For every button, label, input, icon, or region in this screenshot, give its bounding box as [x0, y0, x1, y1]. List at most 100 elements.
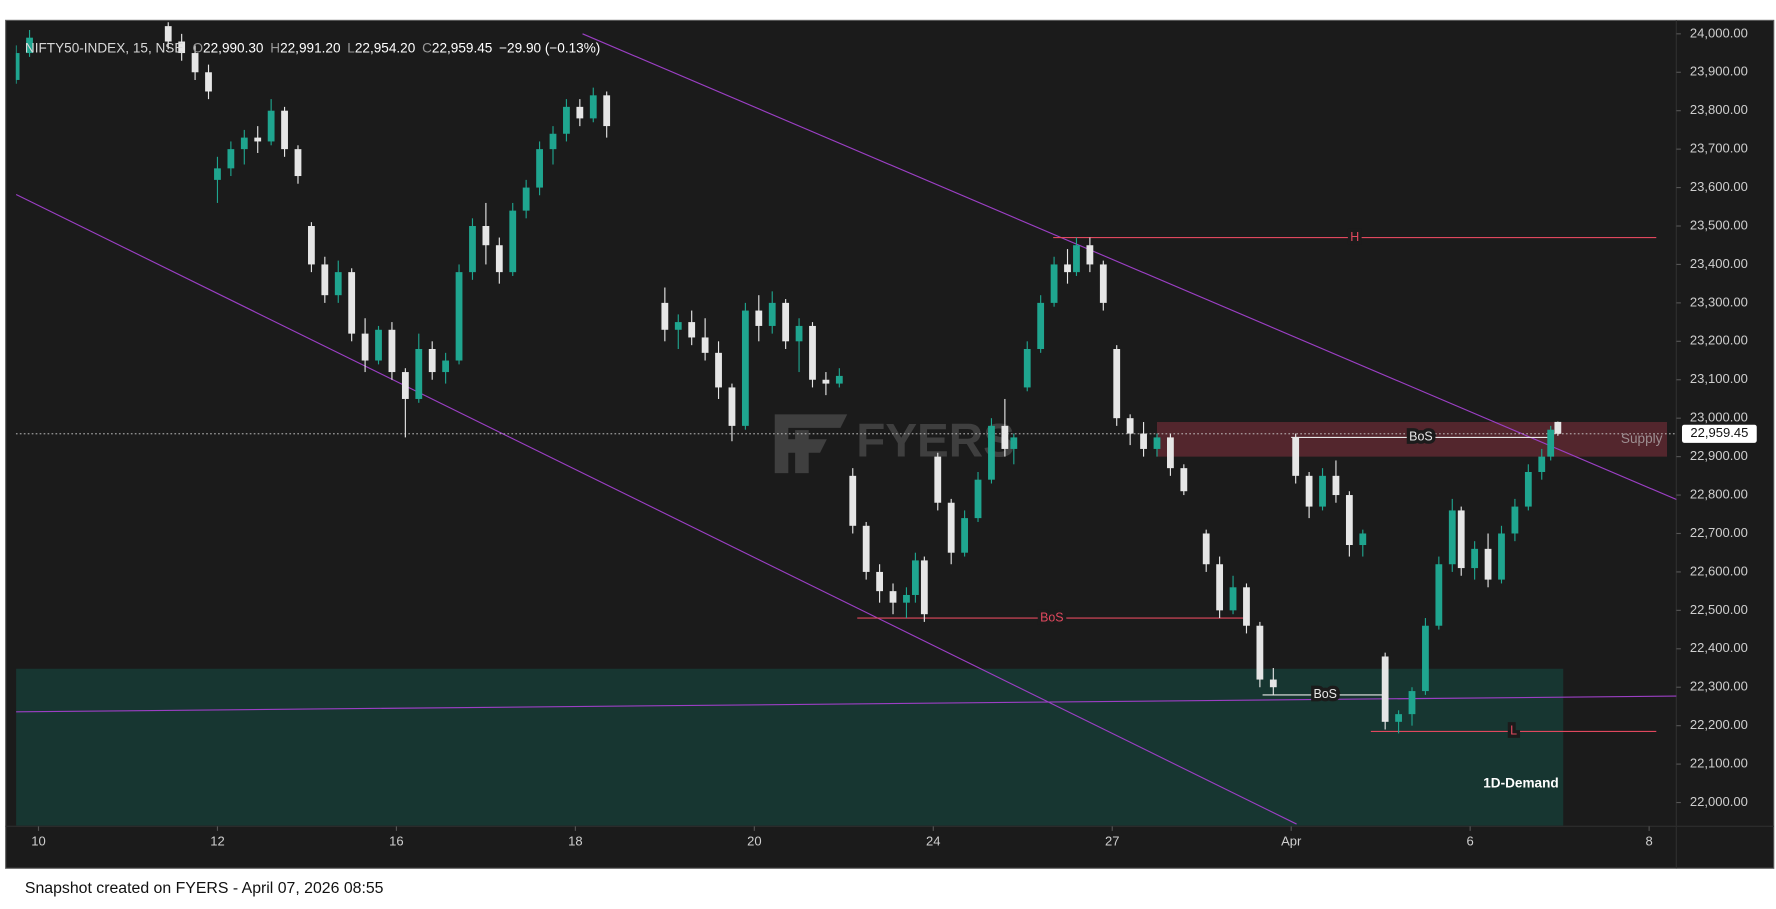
candle-body: [1395, 714, 1402, 722]
x-tick-label: 10: [31, 834, 45, 849]
x-tick-label: 16: [389, 834, 403, 849]
candle-body: [164, 26, 172, 42]
candle-body: [1538, 456, 1546, 472]
candle-body: [576, 106, 584, 119]
candle-body: [1140, 433, 1147, 449]
candle-body: [715, 352, 722, 388]
low-value: 22,954.20: [355, 40, 416, 55]
candle-body: [1269, 679, 1277, 688]
candle-body: [835, 375, 843, 384]
candle-body: [227, 149, 235, 169]
candle-body: [214, 168, 221, 180]
level-label: H: [1350, 230, 1359, 244]
candle-body: [1359, 533, 1367, 546]
candle-body: [876, 571, 883, 592]
x-tick-label: 6: [1467, 834, 1474, 849]
trendline: [16, 695, 1677, 713]
candle-body: [920, 560, 928, 615]
candle-body: [589, 95, 597, 119]
candle-body: [1037, 302, 1045, 349]
candle-body: [1292, 437, 1300, 476]
candle-body: [254, 137, 262, 142]
candle-body: [428, 348, 436, 373]
level-label: BoS: [1409, 430, 1433, 444]
candle-body: [1086, 245, 1094, 265]
candle-body: [1167, 437, 1174, 469]
change-value: −29.90 (−0.13%): [499, 40, 600, 55]
candle-body: [522, 187, 530, 211]
candle-body: [1511, 506, 1519, 534]
candle-body: [1422, 625, 1429, 692]
open-prefix: O: [192, 40, 203, 55]
x-tick-label: 8: [1645, 834, 1652, 849]
candles: [15, 22, 1562, 734]
candle-body: [469, 226, 476, 273]
level-label: L: [1510, 724, 1517, 738]
candle-body: [415, 348, 423, 399]
candle-body: [1180, 468, 1188, 492]
candle-body: [1408, 691, 1416, 715]
zone-label: 1D-Demand: [1483, 775, 1558, 790]
candle-body: [849, 475, 857, 526]
candle-body: [191, 53, 199, 73]
candle-body: [1001, 425, 1009, 449]
candle-body: [294, 149, 302, 177]
candle-body: [755, 310, 763, 326]
candle-body: [688, 322, 696, 338]
footer: Snapshot created on FYERS - April 07, 20…: [25, 880, 384, 897]
x-tick-label: 27: [1105, 834, 1119, 849]
candle-body: [348, 272, 356, 334]
candle-body: [1457, 510, 1465, 569]
drawing-labels: Supply 1D-Demand H BoS BoS BoS L: [1037, 226, 1663, 790]
candle-body: [1345, 495, 1353, 546]
y-tick-label: 23,600.00: [1690, 179, 1748, 194]
candle-body: [308, 226, 315, 265]
candle-body: [401, 372, 409, 399]
last-price-label: 22,959.45: [1690, 425, 1748, 440]
candle-body: [795, 325, 803, 342]
candle-body: [1073, 245, 1080, 273]
candle-body: [961, 518, 969, 553]
y-tick-label: 23,200.00: [1690, 333, 1748, 348]
candle-body: [1448, 510, 1456, 565]
candle-body: [178, 41, 186, 54]
watermark-logo: [774, 414, 848, 474]
trendline: [15, 193, 1297, 825]
candle-body: [1381, 656, 1389, 722]
candle-body: [1547, 429, 1555, 457]
candle-body: [1256, 625, 1264, 680]
candle-body: [974, 479, 982, 519]
candle-body: [603, 95, 611, 127]
x-tick-label: 20: [747, 834, 761, 849]
x-tick-label: 24: [926, 834, 940, 849]
high-prefix: H: [270, 40, 280, 55]
candle-body: [1023, 348, 1031, 388]
x-tick-label: 12: [210, 834, 224, 849]
y-tick-label: 24,000.00: [1690, 25, 1748, 40]
symbol: NIFTY50-INDEX, 15, NSE: [25, 40, 184, 55]
candle-body: [661, 302, 669, 330]
y-tick-label: 22,100.00: [1690, 756, 1748, 771]
candle-body: [536, 149, 543, 188]
close-value: 22,959.45: [432, 40, 492, 55]
close-prefix: C: [422, 40, 432, 55]
candle-body: [1050, 264, 1058, 303]
y-tick-label: 23,900.00: [1690, 64, 1748, 79]
candle-body: [267, 110, 275, 142]
candle-body: [947, 502, 955, 553]
candle-body: [495, 245, 503, 273]
candle-body: [321, 264, 329, 296]
x-tick-label: 18: [568, 834, 582, 849]
y-tick-label: 22,500.00: [1690, 602, 1748, 617]
candle-body: [1064, 264, 1071, 273]
y-tick-label: 22,900.00: [1690, 448, 1748, 463]
candle-body: [375, 329, 382, 361]
candle-body: [1099, 264, 1107, 303]
y-tick-label: 23,700.00: [1690, 141, 1748, 156]
level-label: BoS: [1040, 610, 1064, 624]
y-tick-label: 22,800.00: [1690, 486, 1748, 501]
candle-body: [1305, 475, 1313, 507]
y-tick-label: 22,600.00: [1690, 563, 1748, 578]
